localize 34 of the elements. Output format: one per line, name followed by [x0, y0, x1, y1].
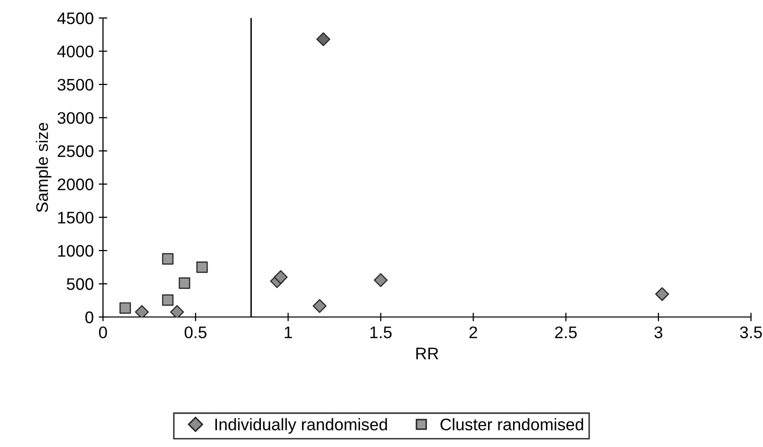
- point: [196, 261, 208, 273]
- point: [134, 305, 149, 317]
- x-tick-label: 0.5: [184, 326, 206, 338]
- point: [312, 299, 327, 313]
- x-tick-label: 3.5: [740, 326, 762, 338]
- x-axis-title: RR: [416, 348, 438, 360]
- y-tick-label: 3500: [58, 78, 94, 91]
- x-tick-label: 1: [284, 326, 292, 338]
- x-tick-label: 3: [654, 326, 662, 338]
- y-tick-label: 500: [66, 278, 94, 290]
- y-axis-title: Sample size: [36, 122, 52, 212]
- point: [655, 287, 670, 301]
- y-tick-label: 1000: [58, 244, 94, 257]
- point: [178, 277, 190, 289]
- x-tick-label: 2.5: [555, 326, 577, 338]
- point: [162, 253, 174, 265]
- y-tick-label: 4500: [57, 12, 94, 24]
- y-tick-label: 1500: [58, 212, 94, 224]
- point: [274, 270, 288, 284]
- x-tick-label: 0: [99, 326, 107, 338]
- y-tick-label: 0: [85, 311, 94, 324]
- point: [170, 305, 184, 317]
- x-tick-label: 2: [469, 326, 478, 338]
- y-tick-label: 4000: [57, 46, 94, 58]
- y-tick-label: 3000: [58, 112, 94, 124]
- legend-label: Individually randomised: [215, 418, 387, 434]
- point: [316, 32, 330, 46]
- y-tick-label: 2500: [58, 145, 94, 158]
- point: [120, 302, 131, 314]
- y-tick-label: 2000: [58, 178, 94, 190]
- legend-label: Cluster randomised: [440, 418, 584, 430]
- x-tick-label: 1.5: [370, 326, 392, 338]
- point: [374, 273, 388, 288]
- point: [162, 294, 174, 306]
